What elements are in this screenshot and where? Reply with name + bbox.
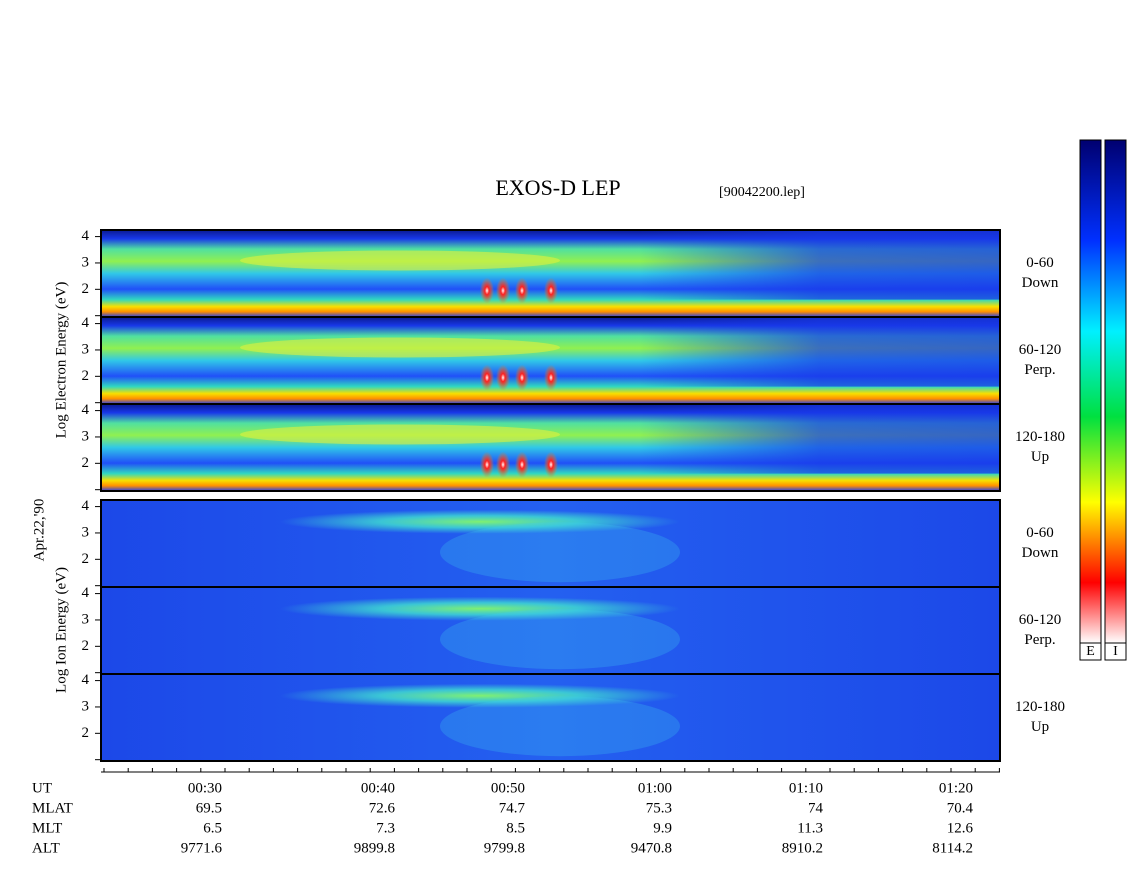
spectrum-spot [496, 277, 510, 304]
x-tick-label: 01:20 [939, 780, 973, 796]
spectrum-spot [480, 451, 494, 478]
spectrum-spot [544, 364, 558, 391]
y-tick-label: 4 [82, 498, 90, 514]
ephemeris-value: 12.6 [947, 820, 974, 836]
spectrum-spot [515, 364, 529, 391]
x-tick-label: 00:40 [361, 780, 395, 796]
ephemeris-value: 9.9 [653, 820, 672, 836]
ephemeris-name: MLAT [32, 800, 73, 816]
ephemeris-value: 70.4 [947, 800, 974, 816]
ephemeris-name: MLT [32, 820, 62, 836]
panel-angle: 60-120 [1019, 612, 1062, 628]
y-tick-label: 2 [82, 551, 90, 567]
y-tick-label: 2 [82, 455, 90, 471]
y-tick-label: 3 [82, 428, 90, 444]
y-tick-label: 4 [82, 402, 90, 418]
ephemeris-value: 9899.8 [354, 840, 395, 856]
panel-angle: 60-120 [1019, 342, 1062, 358]
colorbar-label-box [1079, 642, 1102, 661]
colorbar [1079, 139, 1102, 644]
spectrum-band [240, 424, 560, 445]
y-tick-label: 3 [82, 698, 90, 714]
ephemeris-value: 7.3 [376, 820, 395, 836]
ephemeris-value: 6.5 [203, 820, 222, 836]
y-tick-label: 3 [82, 524, 90, 540]
y-tick-label: 4 [82, 585, 90, 601]
y-tick-label: 3 [82, 254, 90, 270]
colorbar-label: I [1113, 644, 1118, 659]
spectrum-spot [496, 451, 510, 478]
spectrum-arc [280, 683, 680, 708]
spectrum-arc [280, 509, 680, 534]
panel-direction: Perp. [1024, 632, 1055, 648]
colorbar-label: E [1086, 644, 1095, 659]
ephemeris-value: 72.6 [369, 800, 396, 816]
x-tick-label: 01:10 [789, 780, 823, 796]
spectrum-haze [440, 522, 680, 583]
spectrum-haze [440, 609, 680, 670]
ephemeris-value: 9799.8 [484, 840, 525, 856]
x-tick-label: 00:50 [491, 780, 525, 796]
colorbar-label-box [1104, 642, 1127, 661]
spectrum-spot [496, 364, 510, 391]
spectrum-band [240, 250, 560, 271]
y-tick-label: 2 [82, 725, 90, 741]
ephemeris-name: UT [32, 780, 52, 796]
ephemeris-value: 74 [808, 800, 824, 816]
ephemeris-value: 8114.2 [932, 840, 973, 856]
ephemeris-name: ALT [32, 840, 60, 856]
panel-angle: 120-180 [1015, 429, 1065, 445]
spectrum-spot [544, 277, 558, 304]
ephemeris-value: 69.5 [196, 800, 222, 816]
ephemeris-value: 8.5 [506, 820, 525, 836]
ephemeris-value: 74.7 [499, 800, 526, 816]
file-name: [90042200.lep] [719, 185, 805, 200]
ephemeris-value: 11.3 [797, 820, 823, 836]
ephemeris-value: 9470.8 [631, 840, 672, 856]
ephemeris-value: 75.3 [646, 800, 672, 816]
y-tick-label: 3 [82, 341, 90, 357]
colorbar [1104, 139, 1127, 644]
title: EXOS-D LEP [495, 175, 620, 200]
panel-direction: Up [1031, 449, 1049, 465]
y-tick-label: 2 [82, 638, 90, 654]
ion-axis-label: Log Ion Energy (eV) [53, 567, 69, 693]
y-tick-label: 2 [82, 368, 90, 384]
date-label: Apr.22,'90 [31, 499, 47, 562]
ephemeris-value: 9771.6 [181, 840, 223, 856]
y-tick-label: 4 [82, 228, 90, 244]
spectrum-spot [480, 364, 494, 391]
x-tick-label: 01:00 [638, 780, 672, 796]
spectrum-haze [440, 696, 680, 757]
spectrum-spot [515, 277, 529, 304]
ephemeris-value: 8910.2 [782, 840, 823, 856]
panel-frame [100, 673, 1001, 762]
electron-axis-label: Log Electron Energy (eV) [53, 282, 69, 439]
panel-direction: Up [1031, 719, 1049, 735]
y-tick-label: 2 [82, 281, 90, 297]
panel-direction: Down [1022, 275, 1059, 291]
y-tick-label: 4 [82, 315, 90, 331]
panel-angle: 0-60 [1026, 525, 1054, 541]
panel-direction: Perp. [1024, 362, 1055, 378]
spectrum-spot [544, 451, 558, 478]
y-tick-label: 3 [82, 611, 90, 627]
spectrum-band [240, 337, 560, 358]
spectrum-spot [515, 451, 529, 478]
panel-angle: 0-60 [1026, 255, 1054, 271]
x-tick-label: 00:30 [188, 780, 222, 796]
panel-frame [100, 403, 1001, 492]
spectrum-arc [280, 596, 680, 621]
spectrum-spot [480, 277, 494, 304]
panel-direction: Down [1022, 545, 1059, 561]
panel-angle: 120-180 [1015, 699, 1065, 715]
y-tick-label: 4 [82, 672, 90, 688]
